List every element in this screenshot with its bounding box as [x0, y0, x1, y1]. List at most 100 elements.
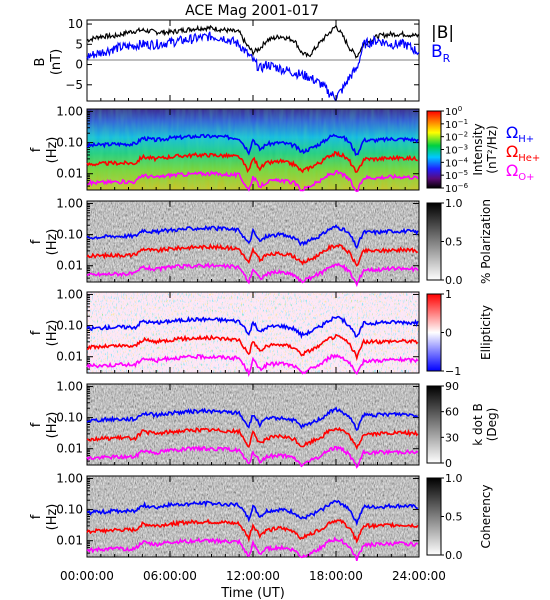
colorbar-tick-label: 1: [445, 288, 452, 301]
f-ytick-label: 1.00: [56, 104, 83, 118]
spectrogram-axes: 1.000.100.01f (Hz)1.000.100.01f (Hz)1.000.…: [29, 104, 419, 554]
f-ytick-label: 1.00: [56, 471, 83, 485]
colorbar-label-unit: (Deg): [485, 408, 499, 442]
time-axis: 00:00:00 06:00:00 12:00:00 18:00:00 24:00:00: [60, 20, 446, 583]
cyclotron-line-H-plus: [86, 315, 419, 340]
f-ylabel: f: [29, 239, 44, 244]
b-ylabel: B: [33, 58, 48, 67]
colorbar-label: Intensity: [471, 123, 485, 175]
colorbar-label: % Polarization: [479, 199, 493, 284]
x-tick-label: 06:00:00: [143, 569, 197, 583]
b-y-axis: 10 5 0 −5: [65, 17, 419, 92]
legend-omega-o: ΩO+: [506, 161, 534, 183]
x-axis-label: Time (UT): [220, 586, 285, 600]
f-ytick-label: 0.10: [56, 136, 83, 150]
colorbar-intensity: [426, 110, 442, 189]
f-ytick-label: 0.10: [56, 411, 83, 425]
colorbar-coherency: [426, 477, 442, 556]
f-ylabel: f: [29, 422, 44, 427]
series-b-magnitude: [86, 24, 420, 59]
colorbar-tick-label: 1.0: [445, 197, 463, 210]
cyclotron-line-O-plus: [86, 536, 419, 561]
cyclotron-line-He-plus: [86, 518, 419, 544]
colorbar-tick-label: 0: [445, 457, 452, 470]
colorbars: [426, 110, 442, 556]
x-tick-label: 00:00:00: [60, 569, 114, 583]
colorbar-tick-label: 10−3: [445, 144, 468, 157]
x-tick-label: 18:00:00: [309, 569, 363, 583]
legend-omega-h: ΩH+: [506, 123, 534, 145]
legend-b-mag: |B|: [431, 23, 454, 43]
colorbar-tick-label: 10−4: [445, 156, 469, 169]
b-field-panel: 10 5 0 −5 B (nT): [33, 17, 420, 102]
cyclotron-line-He-plus: [86, 150, 418, 174]
b-ytick-label: −5: [65, 78, 83, 92]
f-ytick-label: 0.01: [56, 534, 83, 548]
f-ytick-label: 1.00: [56, 196, 83, 210]
f-ytick-label: 0.01: [56, 259, 83, 273]
legend-omega-he: ΩHe+: [506, 142, 540, 164]
f-ylabel-unit: (Hz): [45, 229, 60, 256]
colorbar-label: k dot B: [471, 403, 485, 445]
b-ytick-label: 0: [75, 58, 83, 72]
colorbar-tick-label: 0: [445, 327, 452, 340]
f-ylabel: f: [29, 147, 44, 152]
x-tick-label: 24:00:00: [392, 569, 446, 583]
colorbar-tick-label: 10−2: [445, 131, 468, 144]
colorbar-tick-label: 1.0: [445, 472, 463, 485]
legend-b-r: BR: [431, 42, 451, 65]
colorbar-label-unit: (nT²/Hz): [485, 125, 499, 173]
f-ytick-label: 0.10: [56, 503, 83, 517]
colorbar-tick-label: −1: [445, 365, 461, 378]
colorbar-tick-label: 100: [445, 105, 462, 118]
colorbar-kdotb: [426, 385, 442, 464]
polarization-panel: [86, 200, 420, 283]
colorbar-tick-label: 10−5: [445, 169, 468, 182]
f-ytick-label: 0.10: [56, 228, 83, 242]
cyclotron-line-O-plus: [86, 169, 419, 193]
cyclotron-line-O-plus: [86, 444, 419, 469]
polarization-map: [87, 201, 419, 282]
colorbar-label: Ellipticity: [479, 305, 493, 360]
x-tick-label: 12:00:00: [226, 569, 280, 583]
colorbar-tick-label: 10−6: [445, 182, 469, 195]
f-ytick-label: 0.01: [56, 167, 83, 181]
f-ytick-label: 1.00: [56, 287, 83, 301]
colorbar-tick-label: 0.5: [445, 511, 463, 524]
f-ylabel-unit: (Hz): [45, 320, 60, 347]
cyclotron-lines: [86, 133, 419, 561]
cyclotron-line-H-plus: [86, 224, 419, 250]
colorbar-label: Coherency: [479, 484, 493, 548]
figure-title: ACE Mag 2001-017: [185, 3, 319, 19]
colorbar-tick-label: 0.5: [445, 236, 463, 249]
f-ytick-label: 1.00: [56, 379, 83, 393]
f-ylabel-unit: (Hz): [45, 412, 60, 439]
cyclotron-line-H-plus: [87, 499, 419, 527]
colorbar-polarization: [426, 202, 442, 281]
f-ylabel-unit: (Hz): [45, 137, 60, 164]
b-ylabel-unit: (nT): [49, 49, 64, 75]
cyclotron-line-O-plus: [86, 261, 419, 288]
f-ylabel: f: [29, 330, 44, 335]
b-ytick-label: 5: [75, 37, 83, 51]
cyclotron-line-O-plus: [86, 353, 419, 378]
series-b-r: [86, 31, 420, 102]
f-ytick-label: 0.01: [56, 442, 83, 456]
cyclotron-line-He-plus: [86, 333, 419, 362]
colorbar-tick-label: 90: [445, 380, 459, 393]
f-ytick-label: 0.10: [56, 319, 83, 333]
b-legend: |B| BR: [431, 23, 454, 65]
cyclotron-line-He-plus: [86, 426, 419, 451]
colorbar-tick-label: 0.0: [445, 549, 463, 562]
cyclotron-line-H-plus: [86, 406, 418, 432]
colorbar-tick-label: 30: [445, 431, 459, 444]
b-ytick-label: 10: [68, 17, 83, 31]
colorbar-tick-label: 10−1: [445, 118, 468, 131]
cyclotron-line-He-plus: [86, 243, 419, 267]
colorbar-tick-label: 0.0: [445, 274, 463, 287]
colorbar-ellipticity: [426, 293, 442, 372]
f-ylabel-unit: (Hz): [45, 504, 60, 531]
cyclotron-line-H-plus: [86, 133, 419, 156]
